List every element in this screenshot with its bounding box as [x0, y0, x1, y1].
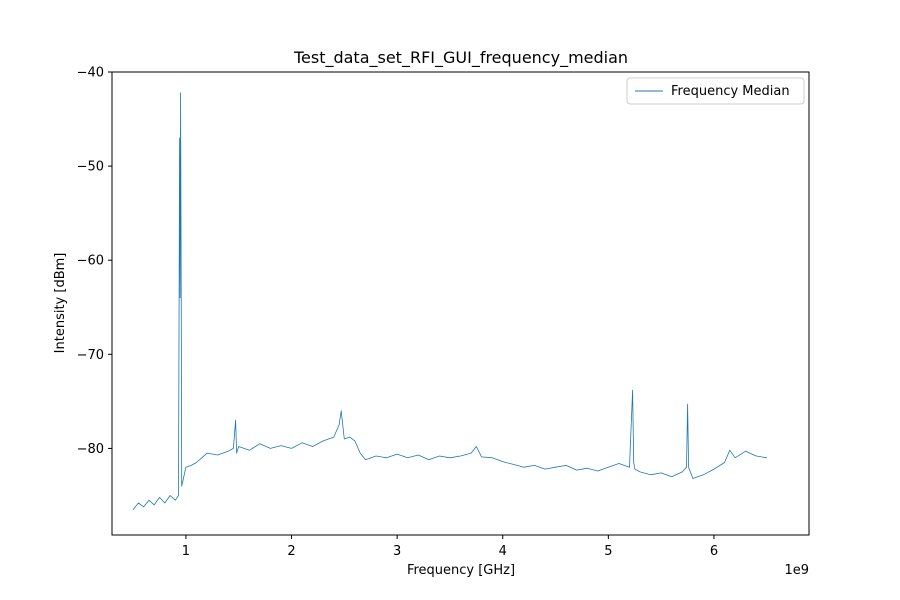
x-tick-label: 5	[604, 544, 612, 559]
y-tick-label: −60	[77, 254, 104, 269]
x-tick-label: 6	[710, 544, 718, 559]
y-axis-label: Intensity [dBm]	[53, 253, 68, 354]
x-tick-label: 4	[499, 544, 507, 559]
x-axis-label: Frequency [GHz]	[407, 563, 515, 578]
series-line-frequency-median	[132, 92, 767, 510]
y-tick-label: −80	[77, 442, 104, 457]
legend: Frequency Median	[626, 77, 805, 105]
y-tick-label: −40	[77, 66, 104, 81]
x-tick-label: 1	[182, 544, 190, 559]
series-layer	[132, 92, 767, 510]
plot-frame	[111, 71, 810, 536]
x-axis-offset-label: 1e9	[784, 563, 809, 578]
y-axis-ticks: −40 −50 −60 −70 −80	[77, 66, 112, 457]
y-tick-label: −50	[77, 160, 104, 175]
chart-title: Test_data_set_RFI_GUI_frequency_median	[293, 48, 628, 68]
x-tick-label: 3	[393, 544, 401, 559]
x-tick-label: 2	[287, 544, 295, 559]
legend-label: Frequency Median	[671, 84, 790, 99]
legend-box	[626, 77, 805, 105]
y-tick-label: −70	[77, 348, 104, 363]
x-axis-ticks: 1 2 3 4 5 6	[182, 535, 718, 559]
